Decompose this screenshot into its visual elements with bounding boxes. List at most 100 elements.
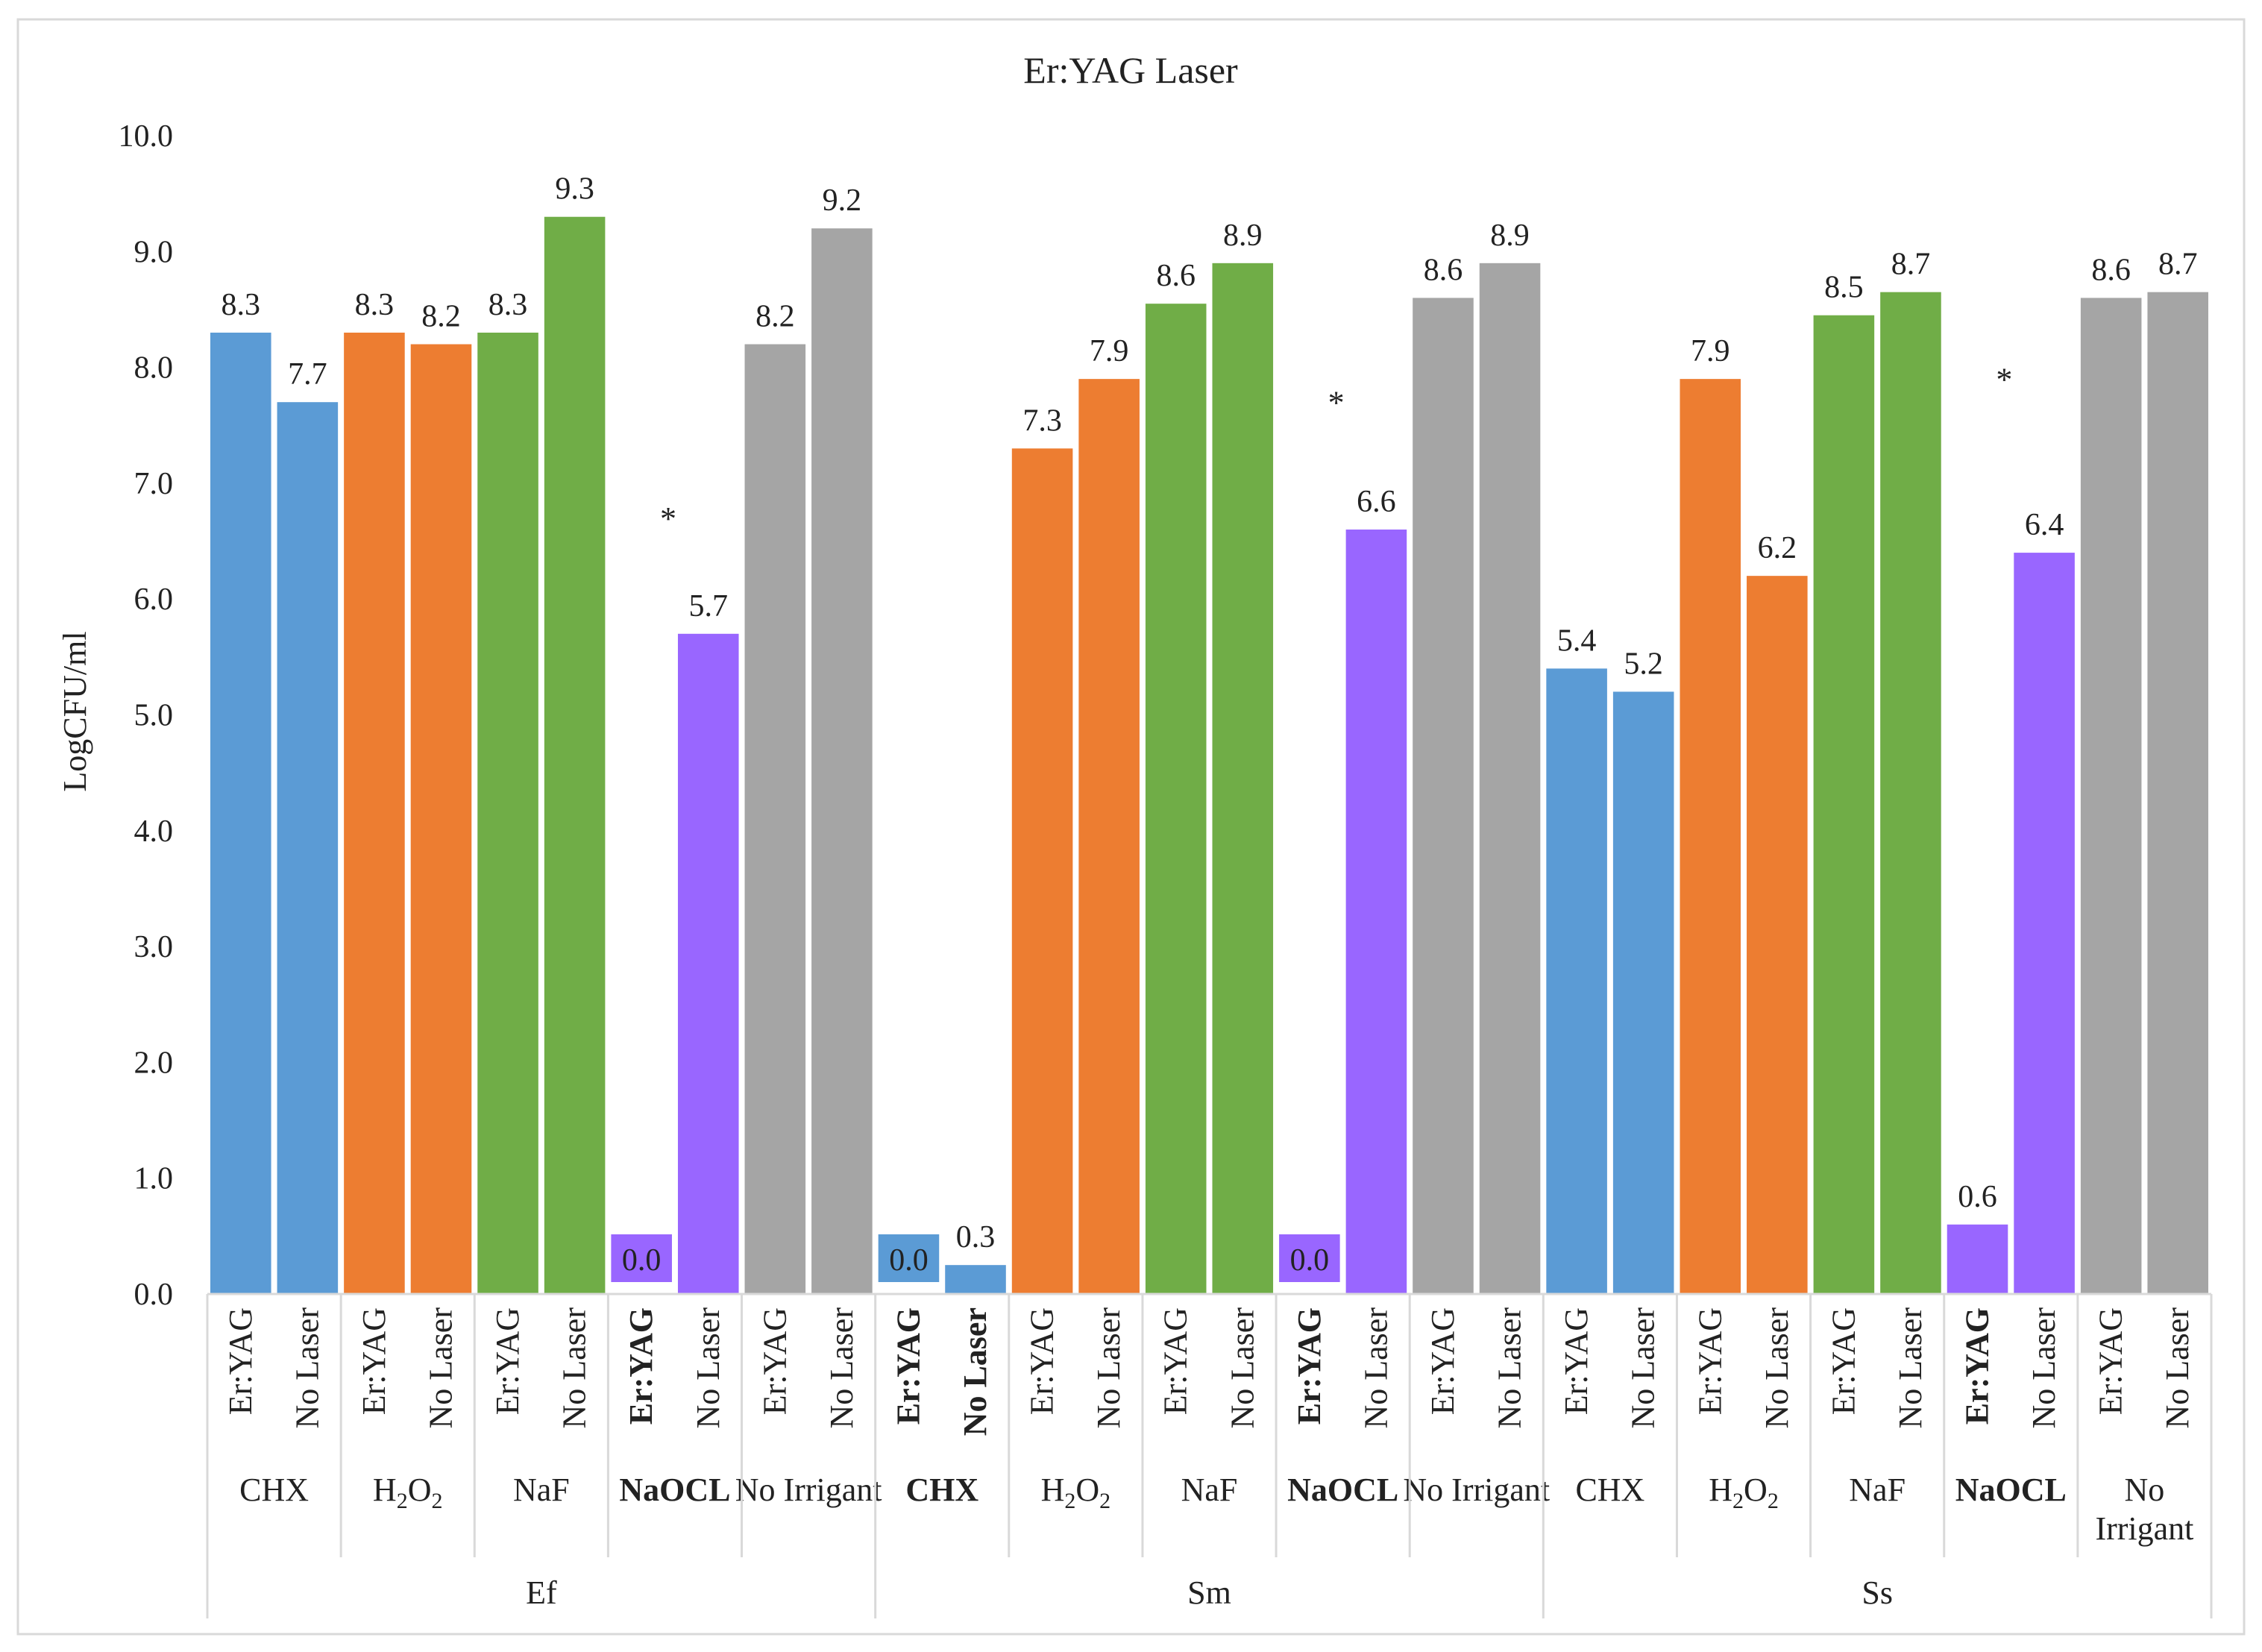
x-tick-label: No Laser xyxy=(823,1307,860,1429)
data-label: 6.6 xyxy=(1357,485,1396,519)
y-tick-label: 2.0 xyxy=(134,1046,174,1080)
bar xyxy=(811,228,873,1294)
data-label: 0.3 xyxy=(956,1220,996,1254)
bar xyxy=(1078,379,1140,1294)
data-label: 6.4 xyxy=(2025,508,2064,542)
x-tick-label: Er:YAG xyxy=(1291,1307,1328,1425)
group-label: CHX xyxy=(1575,1472,1644,1508)
bar xyxy=(1747,576,1808,1294)
group-label: NaF xyxy=(1849,1472,1906,1508)
data-label: 5.2 xyxy=(1624,647,1663,681)
bar xyxy=(1011,448,1073,1294)
group-label: CHX xyxy=(905,1472,978,1508)
data-label-box xyxy=(878,1234,940,1282)
group-label: No xyxy=(2125,1472,2165,1508)
y-tick-label: 6.0 xyxy=(134,582,174,617)
x-tick-label: No Laser xyxy=(1357,1307,1394,1429)
bar xyxy=(1813,315,1875,1295)
data-label: 7.7 xyxy=(288,357,327,392)
x-tick-label: No Laser xyxy=(957,1307,993,1436)
bar xyxy=(1546,668,1607,1294)
bar xyxy=(1680,379,1741,1294)
bars xyxy=(210,216,2208,1295)
data-label: 8.5 xyxy=(1824,271,1864,305)
group-label: No Irrigant xyxy=(735,1472,882,1508)
x-tick-label: Er:YAG xyxy=(756,1307,793,1415)
x-tick-label: Er:YAG xyxy=(2093,1307,2129,1415)
y-tick-label: 7.0 xyxy=(134,467,174,501)
bar xyxy=(945,1265,1006,1294)
data-label: 0.0 xyxy=(889,1243,929,1278)
organism-label: Ef xyxy=(526,1574,557,1611)
y-tick-label: 4.0 xyxy=(134,814,174,849)
data-label: 8.9 xyxy=(1223,219,1263,253)
y-axis-ticks: 0.0 1.0 2.0 3.0 4.0 5.0 6.0 7.0 8.0 9.0 10.0 xyxy=(119,119,174,1312)
x-tick-label: No Laser xyxy=(2026,1307,2062,1429)
x-tick-label: No Laser xyxy=(289,1307,325,1429)
x-tick-label: No Laser xyxy=(422,1307,459,1429)
bar xyxy=(1612,691,1674,1294)
bar xyxy=(410,344,472,1294)
data-label: 8.7 xyxy=(2158,248,2198,282)
data-label: 8.9 xyxy=(1490,219,1530,253)
y-tick-label: 8.0 xyxy=(134,351,174,386)
data-label: 9.3 xyxy=(555,172,594,207)
bar xyxy=(677,633,739,1294)
data-label: 8.3 xyxy=(355,288,395,322)
group-label: Irrigant xyxy=(2095,1510,2193,1547)
y-axis-label: LogCFU/ml xyxy=(57,631,93,791)
bar xyxy=(210,333,271,1294)
data-label: 5.7 xyxy=(689,589,729,624)
bar xyxy=(1212,263,1274,1295)
x-tick-label: Er:YAG xyxy=(489,1307,526,1415)
group-label: NaOCL xyxy=(1955,1472,2067,1508)
significance-marker: * xyxy=(660,500,676,537)
y-tick-label: 1.0 xyxy=(134,1162,174,1196)
bar xyxy=(1947,1224,2008,1294)
bar xyxy=(344,333,405,1294)
x-tick-label: No Laser xyxy=(1625,1307,1662,1429)
value-labels: 8.3 7.7 8.3 8.2 8.3 9.3 0.0 5.7 * 8.2 9.2 0.0 0.3 7.3… xyxy=(222,172,2198,1282)
data-label: 0.6 xyxy=(1958,1180,1997,1214)
y-tick-label: 5.0 xyxy=(134,699,174,733)
bar xyxy=(2147,292,2208,1294)
data-label: 8.6 xyxy=(1156,259,1196,293)
bar xyxy=(1145,304,1207,1294)
organism-label: Sm xyxy=(1187,1574,1231,1611)
data-label: 8.6 xyxy=(1424,253,1463,287)
bar xyxy=(2080,298,2142,1294)
group-label: H2O2 xyxy=(373,1472,443,1513)
x-tick-label: Er:YAG xyxy=(1424,1307,1461,1415)
data-label: 8.2 xyxy=(421,300,461,334)
data-label: 5.4 xyxy=(1557,624,1597,658)
data-label: 6.2 xyxy=(1758,531,1797,565)
x-tick-label: No Laser xyxy=(1090,1307,1127,1429)
data-label: 7.3 xyxy=(1022,403,1062,438)
x-tick-label: Er:YAG xyxy=(1691,1307,1728,1415)
y-tick-label: 0.0 xyxy=(134,1278,174,1312)
organism-label: Ss xyxy=(1862,1574,1893,1611)
x-tick-label: Er:YAG xyxy=(1157,1307,1194,1415)
bar xyxy=(1880,292,1941,1294)
group-label: NaF xyxy=(513,1472,570,1508)
x-axis: Er:YAG No Laser CHX Er:YAG No Laser H2O2 Er:YA… xyxy=(206,1293,2213,1618)
data-label: 8.7 xyxy=(1891,248,1931,282)
x-tick-label: Er:YAG xyxy=(222,1307,259,1415)
data-label: 0.0 xyxy=(1290,1243,1330,1278)
x-tick-label: Er:YAG xyxy=(623,1307,659,1425)
x-tick-label: No Laser xyxy=(556,1307,593,1429)
bar xyxy=(277,402,339,1295)
group-label: H2O2 xyxy=(1041,1472,1111,1513)
bar xyxy=(1479,263,1541,1295)
data-label: 8.3 xyxy=(222,288,261,322)
bar xyxy=(544,216,606,1295)
data-label: 9.2 xyxy=(823,183,862,218)
x-tick-label: No Laser xyxy=(1759,1307,1795,1429)
x-tick-label: Er:YAG xyxy=(1959,1307,1996,1425)
group-label: NaF xyxy=(1181,1472,1238,1508)
y-tick-label: 9.0 xyxy=(134,235,174,269)
group-label: No Irrigant xyxy=(1403,1472,1550,1508)
x-tick-label: No Laser xyxy=(690,1307,726,1429)
chart-title: Er:YAG Laser xyxy=(1023,49,1238,91)
